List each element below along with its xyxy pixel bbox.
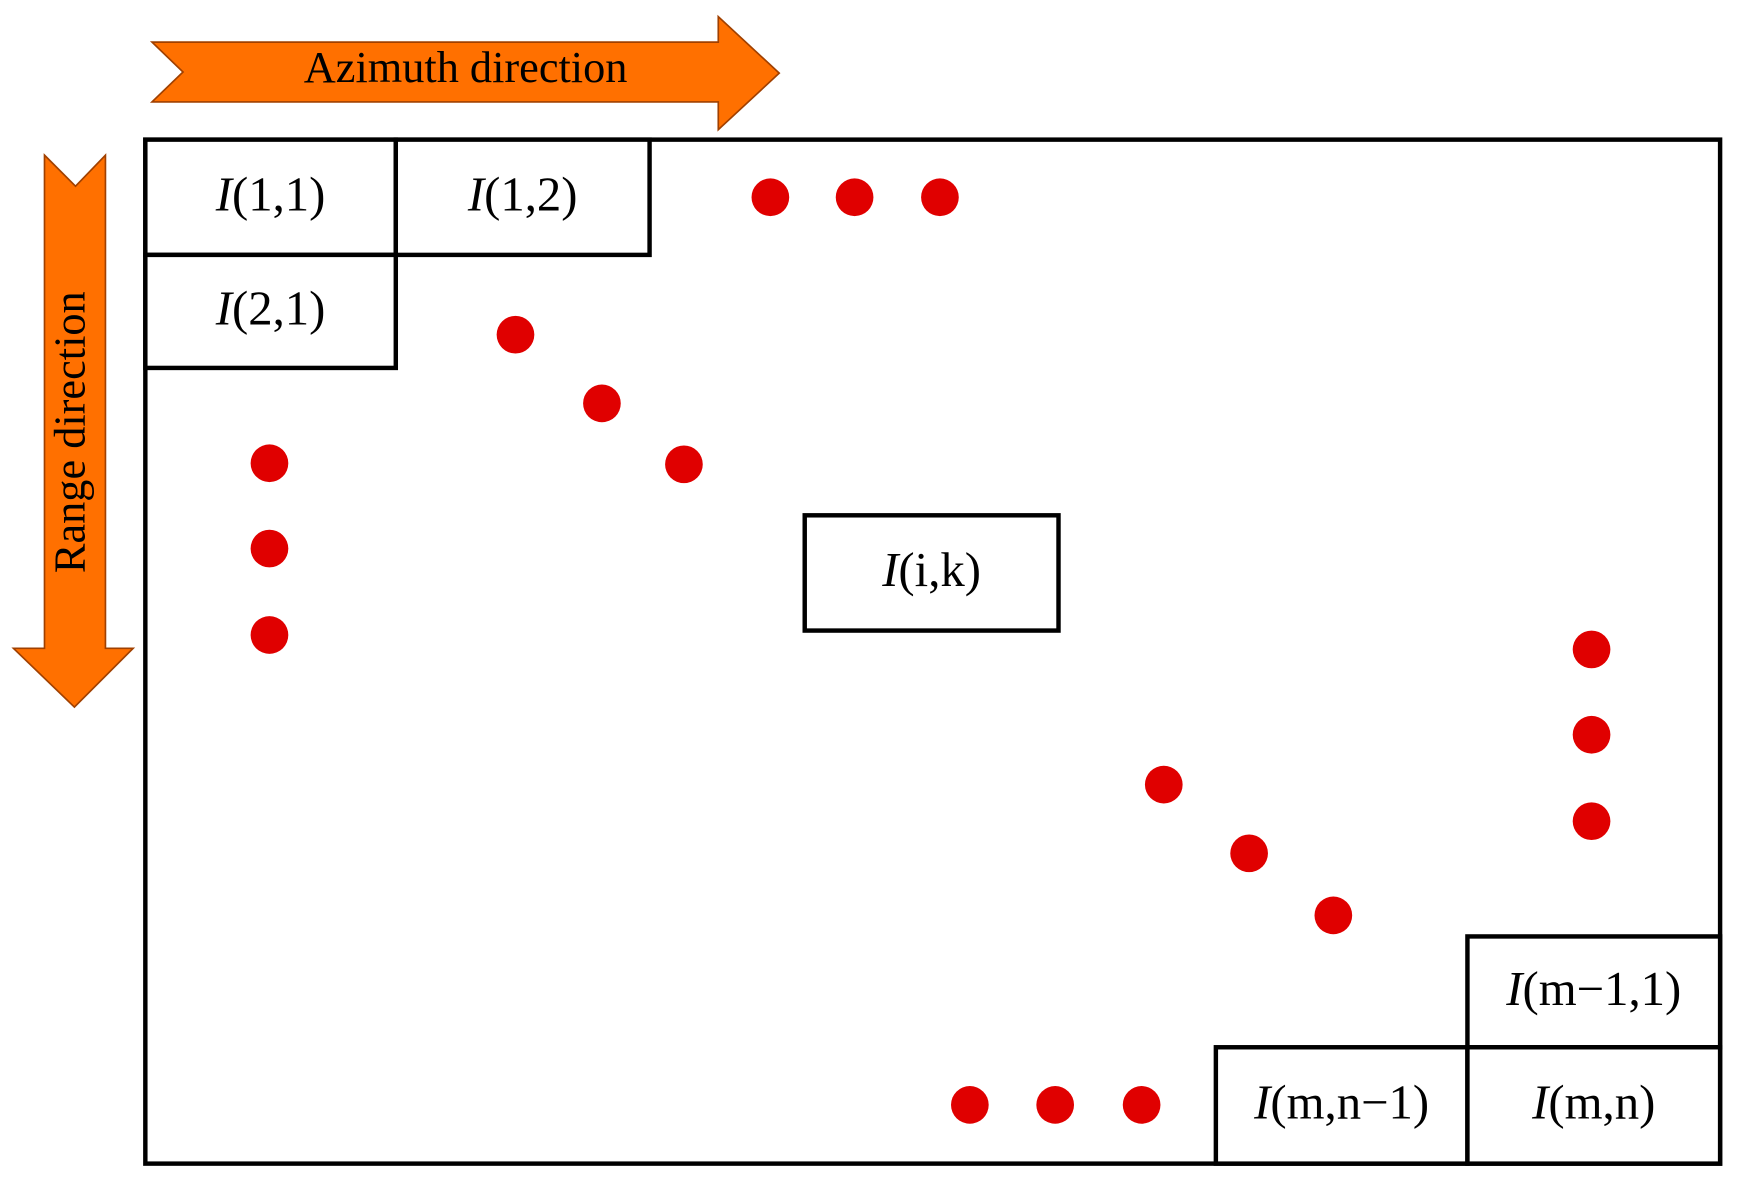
dot — [1230, 834, 1268, 873]
cell-index: (1,2) — [484, 168, 577, 222]
cell-symbol: I — [881, 543, 901, 597]
dot — [583, 384, 621, 423]
cell — [393, 137, 652, 258]
cell-index: (m,n) — [1548, 1076, 1655, 1130]
dot — [835, 178, 874, 217]
cell-label: I(i,k) — [881, 543, 981, 597]
dot — [1314, 896, 1353, 935]
dot — [951, 1086, 989, 1124]
cell-index: (1,1) — [232, 168, 325, 222]
cell-symbol: I — [1531, 1076, 1551, 1130]
cell-symbol: I — [467, 168, 487, 222]
ellipsis-dots — [250, 178, 1611, 1124]
cell-index: (2,1) — [232, 282, 325, 336]
range-label: Range direction — [46, 291, 95, 573]
cell-symbol: I — [215, 168, 235, 222]
dot — [1144, 765, 1183, 804]
cell-symbol: I — [1253, 1076, 1273, 1130]
dot — [1572, 802, 1611, 841]
cell — [802, 513, 1061, 633]
cell-label: I(2,1) — [215, 282, 326, 336]
dot — [496, 315, 535, 354]
cell-index: (i,k) — [898, 543, 981, 597]
cell-index: (m−1,1) — [1522, 962, 1681, 1016]
dot — [751, 178, 790, 217]
dot — [921, 178, 959, 217]
dot — [250, 529, 289, 568]
cell — [143, 252, 399, 371]
cells: I(1,1) I(1,2)I(2,1)I(i,k)I(m−1,1)I(m,n−1)… — [143, 137, 1723, 1166]
azimuth-arrow — [149, 14, 781, 132]
azimuth-label: Azimuth direction — [304, 43, 628, 92]
cell — [1465, 1045, 1723, 1166]
cell-symbol: I — [215, 282, 235, 336]
dot — [1122, 1086, 1161, 1124]
dot — [1036, 1086, 1075, 1124]
cell — [1213, 1045, 1470, 1166]
cell-index: (m,n−1) — [1270, 1076, 1429, 1130]
cell-label: I(m,n−1) — [1253, 1076, 1429, 1130]
cell-label: I(m−1,1) — [1505, 962, 1681, 1016]
cell-symbol: I — [1505, 962, 1525, 1016]
cell — [1465, 934, 1723, 1050]
dot — [1572, 630, 1611, 669]
dot — [250, 444, 289, 483]
matrix-frame — [143, 137, 1723, 1166]
dot — [665, 445, 703, 484]
cell-label: I(1,1) — [215, 168, 326, 222]
dot — [250, 616, 289, 654]
cell-label: I(m,n) — [1531, 1076, 1655, 1130]
range-arrow — [11, 153, 136, 709]
cell-label: I(1,2) — [467, 168, 578, 222]
dot — [1572, 715, 1611, 754]
